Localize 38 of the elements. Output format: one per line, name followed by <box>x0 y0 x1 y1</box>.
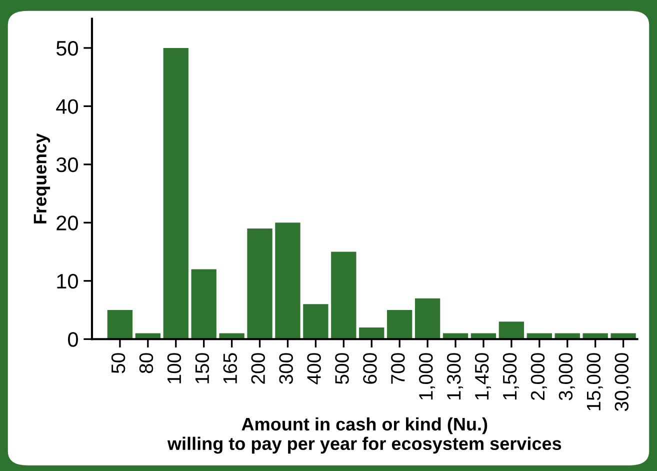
x-tick-label: 400 <box>307 353 321 384</box>
y-tick-label: 40 <box>56 99 78 114</box>
x-tick-label: 30,000 <box>614 353 631 412</box>
y-tick-label: 0 <box>68 332 78 347</box>
x-tick-label: 700 <box>391 353 405 384</box>
x-tick-label: 1,000 <box>419 353 436 400</box>
x-tick-label: 80 <box>139 353 154 374</box>
bar <box>498 322 524 340</box>
bar <box>191 269 216 340</box>
x-tick-label: 165 <box>223 353 238 384</box>
bar <box>331 252 356 340</box>
bar <box>359 327 384 340</box>
bar <box>163 48 188 340</box>
x-tick-label: 15,000 <box>586 353 603 410</box>
y-tick-label: 30 <box>56 157 78 172</box>
bar <box>247 228 272 340</box>
y-tick-label: 10 <box>57 274 78 289</box>
bar <box>387 310 412 340</box>
x-tick-label: 1,300 <box>446 353 464 400</box>
bar <box>303 304 328 340</box>
x-tick-label: 300 <box>279 353 293 384</box>
x-tick-label: 50 <box>111 353 126 374</box>
x-tick-label: 600 <box>363 353 377 384</box>
x-tick-label: 1,450 <box>474 353 491 400</box>
x-tick-label: 200 <box>251 353 265 384</box>
y-tick-label: 20 <box>56 216 78 230</box>
x-tick-label: 1,500 <box>502 353 519 400</box>
x-tick-label: 100 <box>167 353 182 384</box>
x-tick-label: 150 <box>195 353 210 384</box>
x-tick-label: 500 <box>335 353 349 384</box>
x-tick-label: 3,000 <box>558 353 575 400</box>
y-tick-label: 50 <box>56 40 78 56</box>
bar <box>275 222 300 340</box>
bar <box>414 298 440 340</box>
bar <box>107 310 133 340</box>
x-axis-title: Amount in cash or kind (Nu.) willing to pay per year for ecosystem services <box>167 417 562 454</box>
x-tick-label: 2,000 <box>530 353 547 400</box>
y-axis-title: Frequency <box>34 133 50 224</box>
